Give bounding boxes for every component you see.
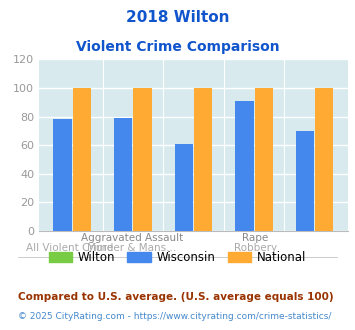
Bar	[315, 88, 333, 231]
Text: © 2025 CityRating.com - https://www.cityrating.com/crime-statistics/: © 2025 CityRating.com - https://www.city…	[18, 312, 331, 321]
Text: All Violent Crime: All Violent Crime	[26, 243, 114, 252]
Text: Murder & Mans...: Murder & Mans...	[87, 243, 176, 252]
Bar	[175, 144, 193, 231]
Bar	[296, 131, 314, 231]
Bar	[235, 101, 253, 231]
Legend: Wilton, Wisconsin, National: Wilton, Wisconsin, National	[44, 246, 311, 269]
Bar	[73, 88, 91, 231]
Bar	[114, 118, 132, 231]
Bar	[194, 88, 212, 231]
Text: Violent Crime Comparison: Violent Crime Comparison	[76, 40, 279, 53]
Bar	[54, 119, 72, 231]
Text: Aggravated Assault: Aggravated Assault	[81, 233, 183, 243]
Text: Robbery: Robbery	[234, 243, 277, 252]
Text: Rape: Rape	[242, 233, 268, 243]
Bar	[255, 88, 273, 231]
Bar	[133, 88, 152, 231]
Text: 2018 Wilton: 2018 Wilton	[126, 10, 229, 25]
Text: Compared to U.S. average. (U.S. average equals 100): Compared to U.S. average. (U.S. average …	[18, 292, 333, 302]
